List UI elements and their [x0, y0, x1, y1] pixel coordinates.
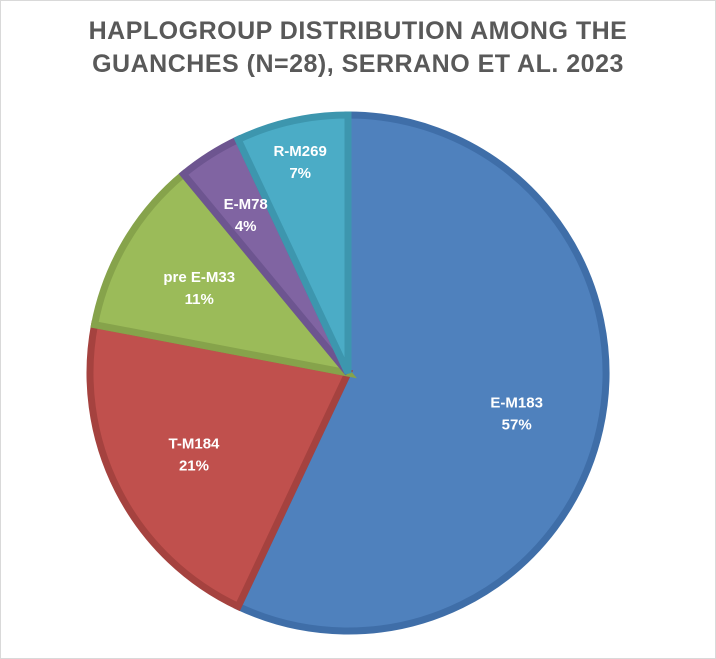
pie-label-pre-e-m33: pre E-M33 11% — [163, 269, 235, 308]
pie-slices — [86, 111, 610, 635]
pie-label-value: 7% — [289, 165, 311, 182]
pie-label-e-m78: E-M78 4% — [224, 196, 268, 235]
pie-label-e-m183: E-M183 57% — [490, 395, 543, 434]
chart-title-line-2: GUANCHES (N=28), SERRANO ET AL. 2023 — [92, 50, 624, 78]
pie-labels: E-M183 57% T-M184 21% pre E-M33 11% E-M78 4% R-M… — [163, 143, 543, 474]
pie-label-value: 21% — [179, 457, 209, 474]
pie-label-name: E-M183 — [490, 395, 543, 412]
pie-label-value: 4% — [235, 218, 257, 235]
pie-label-name: E-M78 — [224, 196, 268, 213]
pie-label-name: T-M184 — [169, 435, 221, 452]
pie-slice-t-m184 — [86, 320, 354, 612]
chart-title: HAPLOGROUP DISTRIBUTION AMONG THE GUANCH… — [0, 15, 716, 81]
pie-label-name: pre E-M33 — [163, 269, 235, 286]
pie-slice-r-m269 — [233, 111, 352, 375]
pie-slice-pre-e-m33 — [90, 169, 357, 379]
pie-slice-e-m183 — [233, 111, 610, 635]
pie-label-value: 57% — [502, 417, 532, 434]
pie-label-value: 11% — [185, 291, 214, 308]
pie-label-r-m269: R-M269 7% — [273, 143, 326, 182]
chart-title-line-1: HAPLOGROUP DISTRIBUTION AMONG THE — [88, 17, 628, 45]
pie-label-name: R-M269 — [273, 143, 326, 160]
pie-label-t-m184: T-M184 21% — [169, 435, 221, 474]
